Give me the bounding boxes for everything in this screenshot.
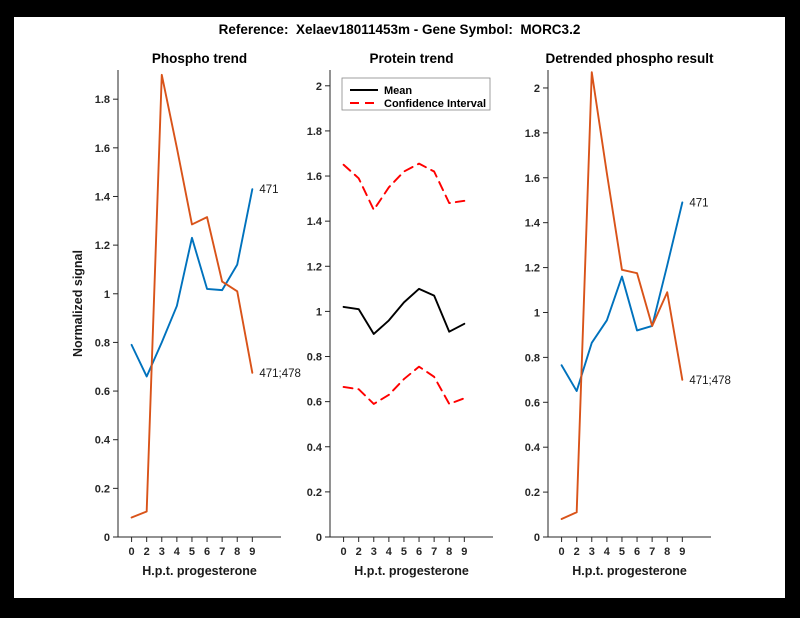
x-tick-label: 8: [664, 546, 670, 558]
x-tick-label: 5: [189, 546, 195, 558]
figure-title: Reference: Xelaev18011453m - Gene Symbol…: [218, 22, 581, 37]
x-tick-label: 4: [174, 546, 181, 558]
series-line-471: [130, 188, 254, 378]
series-line-confidence-interval-upper: [342, 162, 466, 211]
y-tick-label: 1: [316, 306, 322, 318]
y-tick-label: 0: [316, 532, 322, 544]
y-tick-label: 0.4: [307, 442, 323, 454]
x-tick-label: 3: [371, 546, 377, 558]
series-end-label: 471: [259, 184, 278, 196]
y-tick-label: 1.8: [95, 94, 110, 106]
x-tick-label: 2: [144, 546, 150, 558]
y-tick-label: 0.4: [95, 435, 111, 447]
y-tick-label: 0.2: [525, 487, 540, 499]
legend-label: Confidence Interval: [384, 98, 486, 110]
series-end-label: 471;478: [259, 368, 301, 380]
x-tick-label: 9: [461, 546, 467, 558]
chart-title: Detrended phospho result: [545, 51, 714, 66]
chart-title: Phospho trend: [152, 51, 247, 66]
y-tick-label: 1: [534, 307, 540, 319]
y-tick-label: 0.2: [307, 487, 322, 499]
x-tick-label: 6: [204, 546, 210, 558]
y-tick-label: 0.2: [95, 483, 110, 495]
y-tick-label: 0.6: [525, 397, 540, 409]
legend-label: Mean: [384, 85, 412, 97]
x-tick-label: 7: [649, 546, 655, 558]
x-tick-label: 4: [604, 546, 611, 558]
chart-title: Protein trend: [369, 51, 453, 66]
x-tick-label: 5: [619, 546, 625, 558]
y-tick-label: 0.6: [95, 386, 110, 398]
chart-detrended-phospho-result: Detrended phospho result 0 0.2 0.4 0.6 0.8 1 1.…: [525, 51, 731, 578]
x-tick-label: 2: [356, 546, 362, 558]
x-tick-label: 3: [159, 546, 165, 558]
x-tick-label: 3: [589, 546, 595, 558]
series-end-label: 471: [689, 197, 708, 209]
y-axis-label: Normalized signal: [71, 250, 85, 357]
x-axis-label: H.p.t. progesterone: [354, 564, 469, 578]
y-tick-label: 1.8: [525, 128, 540, 140]
series-line-mean: [342, 287, 466, 335]
y-tick-label: 0: [534, 532, 540, 544]
legend-box: [341, 77, 491, 111]
figure-canvas: Reference: Xelaev18011453m - Gene Symbol…: [14, 17, 785, 598]
series-line-confidence-interval-lower: [342, 365, 466, 405]
x-axis-label: H.p.t. progesterone: [142, 564, 257, 578]
y-tick-label: 0.8: [307, 352, 322, 364]
y-tick-label: 0: [104, 532, 110, 544]
y-tick-label: 1.6: [307, 171, 322, 183]
y-tick-label: 0.4: [525, 442, 541, 454]
x-tick-label: 9: [679, 546, 685, 558]
y-tick-label: 0.8: [95, 337, 110, 349]
y-tick-label: 1.4: [525, 218, 541, 230]
y-tick-label: 0.8: [525, 352, 540, 364]
x-tick-label: 8: [446, 546, 452, 558]
y-tick-label: 2: [534, 83, 540, 95]
x-tick-label: 0: [341, 546, 347, 558]
x-tick-label: 7: [431, 546, 437, 558]
chart-phospho-trend: Phospho trend Normalized signal 0 0.2 0.4 0.6…: [71, 51, 301, 578]
x-tick-label: 0: [129, 546, 135, 558]
x-tick-label: 7: [219, 546, 225, 558]
chart-protein-trend: Protein trend 0 0.2 0.4 0.6 0.8 1 1.2 1.4 1.6 1.8 2…: [307, 51, 493, 578]
series-end-label: 471;478: [689, 375, 731, 387]
y-tick-label: 1.2: [95, 240, 110, 252]
y-tick-label: 2: [316, 81, 322, 93]
x-tick-label: 5: [401, 546, 407, 558]
y-tick-label: 1.6: [525, 173, 540, 185]
x-axis-label: H.p.t. progesterone: [572, 564, 687, 578]
series-line-471-478: [560, 71, 684, 520]
x-tick-label: 0: [559, 546, 565, 558]
y-tick-label: 1.4: [95, 191, 111, 203]
x-tick-label: 6: [416, 546, 422, 558]
x-tick-label: 6: [634, 546, 640, 558]
y-tick-label: 1.2: [525, 263, 540, 275]
series-line-471-478: [130, 73, 254, 519]
y-tick-label: 1.6: [95, 143, 110, 155]
x-tick-label: 2: [574, 546, 580, 558]
y-tick-label: 1.2: [307, 261, 322, 273]
x-tick-label: 4: [386, 546, 393, 558]
y-tick-label: 1.4: [307, 216, 323, 228]
y-tick-label: 1: [104, 289, 110, 301]
y-tick-label: 1.8: [307, 126, 322, 138]
x-tick-label: 9: [249, 546, 255, 558]
y-tick-label: 0.6: [307, 397, 322, 409]
x-tick-label: 8: [234, 546, 240, 558]
